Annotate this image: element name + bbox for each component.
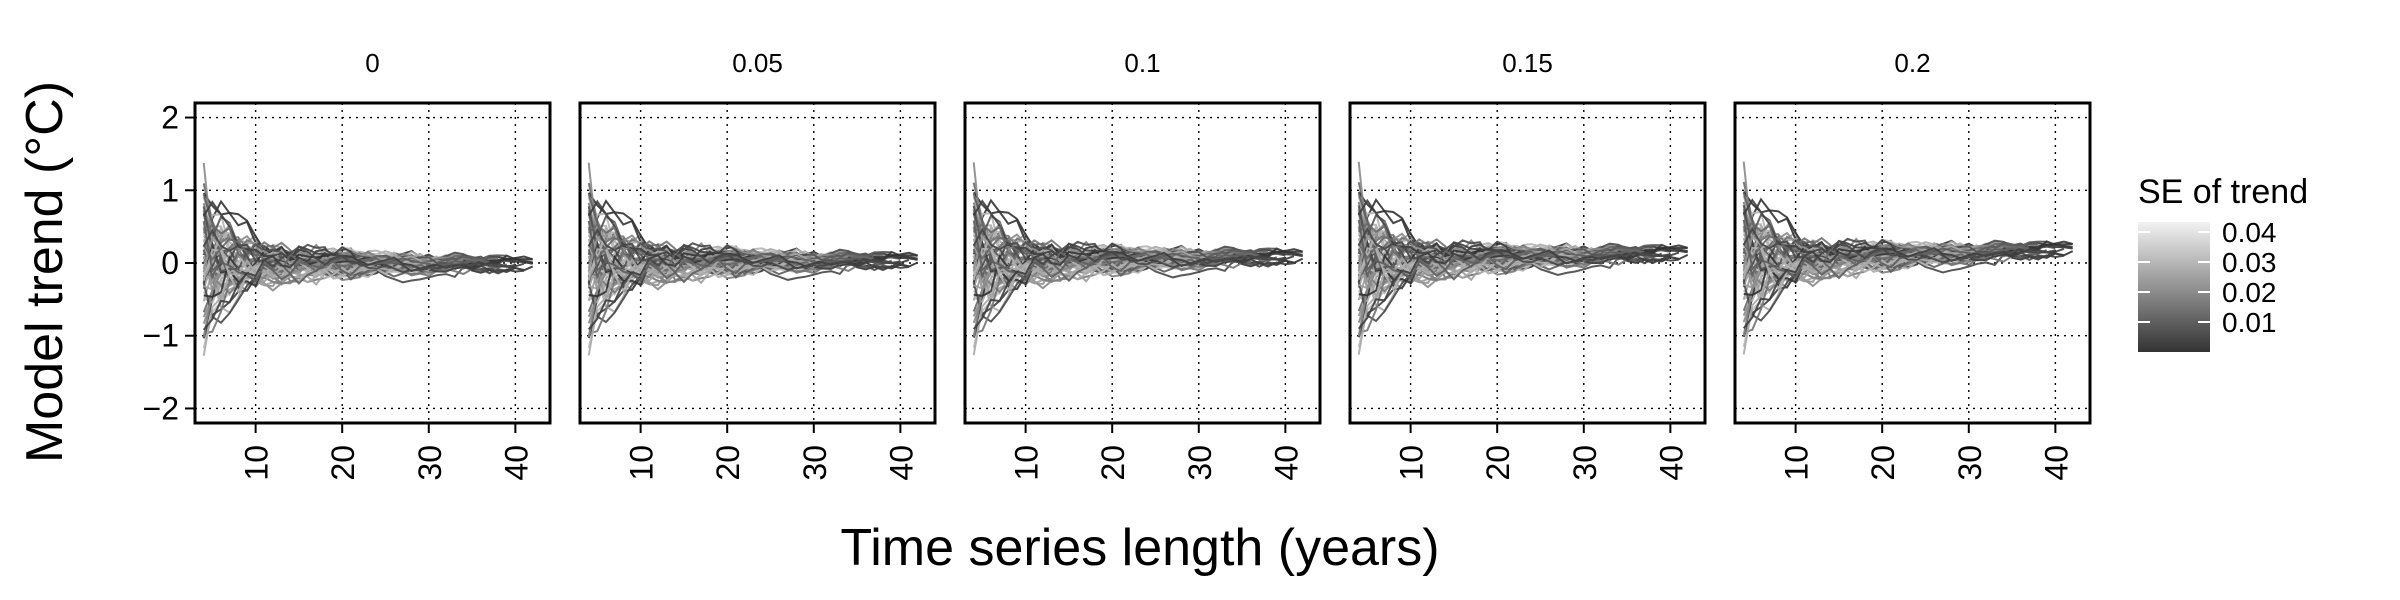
x-tick-label: 10 — [1009, 445, 1045, 481]
series-line — [1742, 241, 2065, 329]
facet-title: 0.1 — [1124, 48, 1160, 78]
facet-title: 0.2 — [1894, 48, 1930, 78]
x-tick-label: 20 — [1865, 445, 1901, 481]
x-tick-label: 10 — [239, 445, 275, 481]
series-line — [972, 245, 1295, 330]
panel-border — [578, 101, 937, 425]
x-tick-label: 40 — [1268, 445, 1304, 481]
x-tick-label: 10 — [1779, 445, 1815, 481]
series-line — [202, 248, 525, 331]
panel-border — [1733, 101, 2092, 425]
legend: SE of trend 0.040.030.020.01 — [2138, 173, 2308, 352]
legend-title: SE of trend — [2138, 173, 2308, 211]
x-tick-label: 10 — [624, 445, 660, 481]
series-line — [1742, 219, 2039, 280]
x-tick-label: 20 — [325, 445, 361, 481]
legend-tick-label: 0.01 — [2222, 307, 2277, 338]
panel-4: 0.2 10 20 30 40 — [1733, 48, 2092, 481]
series-line — [1357, 219, 1654, 281]
series-line — [587, 252, 823, 356]
panel-0: 0 10 20 30 40 −2 −1 0 1 2 — [143, 48, 552, 481]
facet-title: 0 — [365, 48, 379, 78]
panel-3: 0.15 10 20 30 40 — [1348, 48, 1707, 481]
series-line — [972, 220, 1269, 283]
y-axis-title: Model trend (°C) — [16, 81, 74, 463]
series-line — [1357, 243, 1680, 330]
legend-colorbar — [2138, 222, 2210, 352]
series-line — [587, 228, 901, 271]
series-line — [972, 202, 1243, 285]
series-line — [587, 246, 910, 331]
x-tick-label: 20 — [1480, 445, 1516, 481]
series-line — [1742, 245, 1978, 355]
series-line — [1742, 226, 2056, 264]
panel-border — [1348, 101, 1707, 425]
series-line — [202, 221, 499, 285]
x-tick-label: 30 — [1952, 445, 1988, 481]
facet-title: 0.15 — [1502, 48, 1553, 78]
x-tick-label: 30 — [797, 445, 833, 481]
x-tick-label: 30 — [412, 445, 448, 481]
series-line — [202, 228, 516, 274]
facet-title: 0.05 — [732, 48, 783, 78]
x-tick-label: 40 — [498, 445, 534, 481]
legend-tick-label: 0.04 — [2222, 217, 2277, 248]
series-line — [202, 255, 438, 356]
x-axis-title: Time series length (years) — [840, 519, 1439, 577]
y-tick-label: −2 — [143, 390, 179, 426]
panel-2: 0.1 10 20 30 40 — [963, 48, 1322, 481]
legend-tick-label: 0.02 — [2222, 277, 2277, 308]
series-lines — [587, 162, 919, 356]
x-tick-label: 40 — [883, 445, 919, 481]
series-line — [1357, 211, 1662, 259]
panel-1: 0.05 10 20 30 40 — [578, 48, 937, 481]
legend-tick-label: 0.03 — [2222, 247, 2277, 278]
series-line — [587, 220, 884, 284]
y-tick-label: 1 — [161, 172, 179, 208]
grid — [1735, 103, 2090, 423]
x-tick-label: 30 — [1567, 445, 1603, 481]
y-tick-label: 2 — [161, 100, 179, 136]
series-line — [1357, 227, 1671, 266]
y-tick-label: −1 — [143, 318, 179, 354]
x-tick-label: 30 — [1182, 445, 1218, 481]
x-tick-label: 40 — [2038, 445, 2074, 481]
series-lines — [1742, 161, 2074, 355]
x-tick-label: 20 — [710, 445, 746, 481]
series-lines — [972, 162, 1304, 356]
y-tick-label: 0 — [161, 245, 179, 281]
x-tick-label: 40 — [1653, 445, 1689, 481]
panel-border — [963, 101, 1322, 425]
series-line — [1357, 247, 1593, 355]
x-tick-label: 10 — [1394, 445, 1430, 481]
series-line — [972, 250, 1208, 356]
series-lines — [1357, 161, 1689, 355]
series-lines — [202, 162, 534, 356]
x-tick-label: 20 — [1095, 445, 1131, 481]
series-line — [972, 227, 1286, 269]
